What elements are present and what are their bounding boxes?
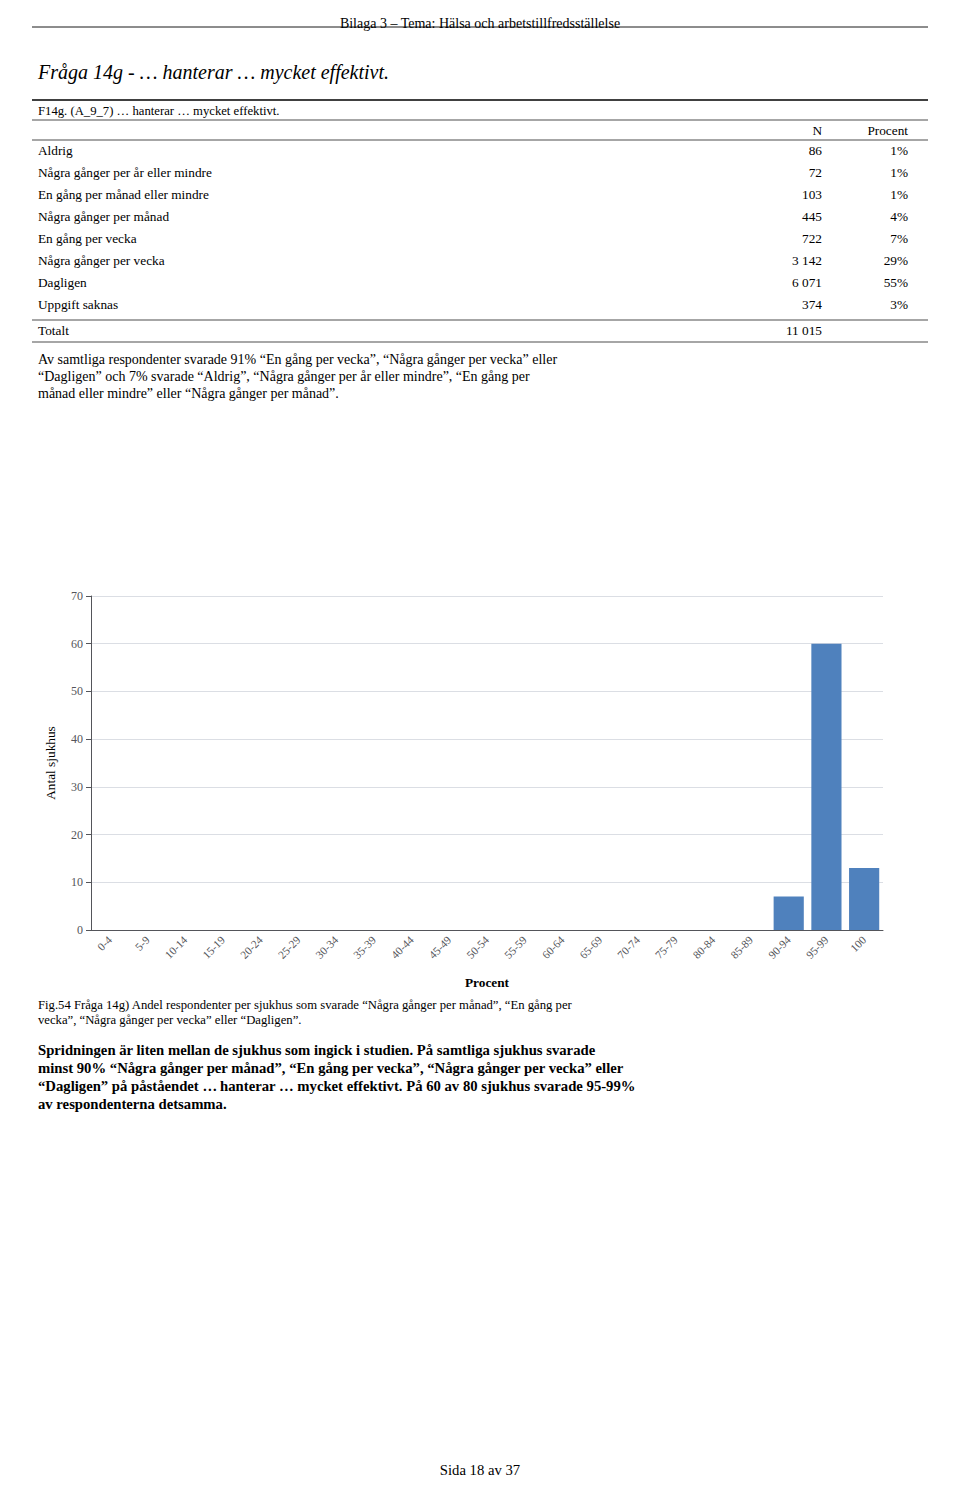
svg-text:45-49: 45-49: [426, 934, 453, 961]
svg-text:Aldrig: Aldrig: [38, 143, 73, 158]
svg-text:Dagligen: Dagligen: [38, 275, 87, 290]
svg-text:F14g. (A_9_7) … hanterar … myc: F14g. (A_9_7) … hanterar … mycket effekt…: [38, 104, 279, 118]
svg-text:80-84: 80-84: [690, 934, 717, 961]
svg-text:60: 60: [71, 637, 83, 651]
svg-text:1%: 1%: [890, 187, 908, 202]
svg-text:1%: 1%: [890, 165, 908, 180]
svg-text:Några gånger per vecka: Några gånger per vecka: [38, 253, 165, 268]
svg-text:N: N: [812, 123, 822, 138]
svg-text:vecka”, “Några gånger per veck: vecka”, “Några gånger per vecka” eller “…: [38, 1013, 301, 1027]
svg-text:75-79: 75-79: [653, 934, 680, 961]
svg-text:minst 90% “Några gånger per må: minst 90% “Några gånger per månad”, “En …: [38, 1060, 624, 1076]
svg-text:0: 0: [77, 923, 83, 937]
svg-text:0-4: 0-4: [95, 934, 114, 953]
svg-text:20: 20: [71, 828, 83, 842]
svg-text:30-34: 30-34: [313, 934, 340, 961]
svg-text:55%: 55%: [884, 275, 908, 290]
svg-text:29%: 29%: [884, 253, 908, 268]
svg-text:Spridningen är liten mellan de: Spridningen är liten mellan de sjukhus s…: [38, 1042, 596, 1058]
svg-text:11 015: 11 015: [786, 323, 822, 338]
svg-text:20-24: 20-24: [238, 934, 265, 961]
svg-text:10: 10: [71, 875, 83, 889]
svg-text:1%: 1%: [890, 143, 908, 158]
svg-text:Procent: Procent: [465, 975, 510, 990]
svg-text:Uppgift saknas: Uppgift saknas: [38, 297, 118, 312]
svg-text:100: 100: [848, 934, 869, 955]
svg-text:70-74: 70-74: [615, 934, 642, 961]
svg-text:30: 30: [71, 780, 83, 794]
svg-text:10-14: 10-14: [162, 934, 189, 961]
svg-text:En gång per vecka: En gång per vecka: [38, 231, 137, 246]
svg-text:6 071: 6 071: [792, 275, 822, 290]
svg-text:50-54: 50-54: [464, 934, 491, 961]
svg-text:3%: 3%: [890, 297, 908, 312]
svg-text:55-59: 55-59: [502, 934, 529, 961]
svg-text:Sida 18 av 37: Sida 18 av 37: [440, 1462, 520, 1478]
svg-text:40: 40: [71, 732, 83, 746]
svg-text:Totalt: Totalt: [38, 323, 69, 338]
svg-text:103: 103: [802, 187, 822, 202]
svg-text:50: 50: [71, 684, 83, 698]
svg-text:4%: 4%: [890, 209, 908, 224]
svg-text:“Dagligen” och 7% svarade “Ald: “Dagligen” och 7% svarade “Aldrig”, “Någ…: [38, 369, 530, 384]
svg-text:374: 374: [802, 297, 822, 312]
svg-text:månad eller mindre” eller “Någ: månad eller mindre” eller “Några gånger …: [38, 386, 339, 401]
svg-text:Några gånger per månad: Några gånger per månad: [38, 209, 169, 224]
svg-text:72: 72: [809, 165, 822, 180]
svg-text:86: 86: [809, 143, 823, 158]
svg-text:40-44: 40-44: [389, 934, 416, 961]
svg-text:35-39: 35-39: [351, 934, 378, 961]
svg-text:av respondenterna detsamma.: av respondenterna detsamma.: [38, 1096, 227, 1112]
svg-text:65-69: 65-69: [577, 934, 604, 961]
svg-text:Fråga 14g - … hanterar … mycke: Fråga 14g - … hanterar … mycket effektiv…: [37, 61, 389, 84]
svg-text:15-19: 15-19: [200, 934, 227, 961]
svg-text:445: 445: [802, 209, 822, 224]
svg-text:Fig.54 Fråga 14g) Andel respon: Fig.54 Fråga 14g) Andel respondenter per…: [38, 998, 573, 1012]
svg-text:7%: 7%: [890, 231, 908, 246]
svg-text:3 142: 3 142: [792, 253, 822, 268]
svg-text:25-29: 25-29: [276, 934, 303, 961]
svg-text:“Dagligen” på påståendet … han: “Dagligen” på påståendet … hanterar … my…: [38, 1078, 636, 1094]
svg-text:85-89: 85-89: [728, 934, 755, 961]
svg-text:60-64: 60-64: [540, 934, 567, 961]
svg-text:Procent: Procent: [867, 123, 908, 138]
svg-text:70: 70: [71, 589, 83, 603]
svg-text:5-9: 5-9: [133, 934, 152, 953]
svg-text:90-94: 90-94: [766, 934, 793, 961]
svg-text:Av samtliga respondenter svara: Av samtliga respondenter svarade 91% “En…: [38, 352, 557, 367]
svg-text:95-99: 95-99: [804, 934, 831, 961]
svg-text:Bilaga 3 – Tema: Hälsa och arb: Bilaga 3 – Tema: Hälsa och arbetstillfre…: [340, 16, 620, 31]
svg-text:En gång per månad eller mindre: En gång per månad eller mindre: [38, 187, 209, 202]
svg-text:722: 722: [802, 231, 822, 246]
svg-text:Några gånger per år eller mind: Några gånger per år eller mindre: [38, 165, 212, 180]
svg-text:Antal sjukhus: Antal sjukhus: [43, 726, 58, 800]
